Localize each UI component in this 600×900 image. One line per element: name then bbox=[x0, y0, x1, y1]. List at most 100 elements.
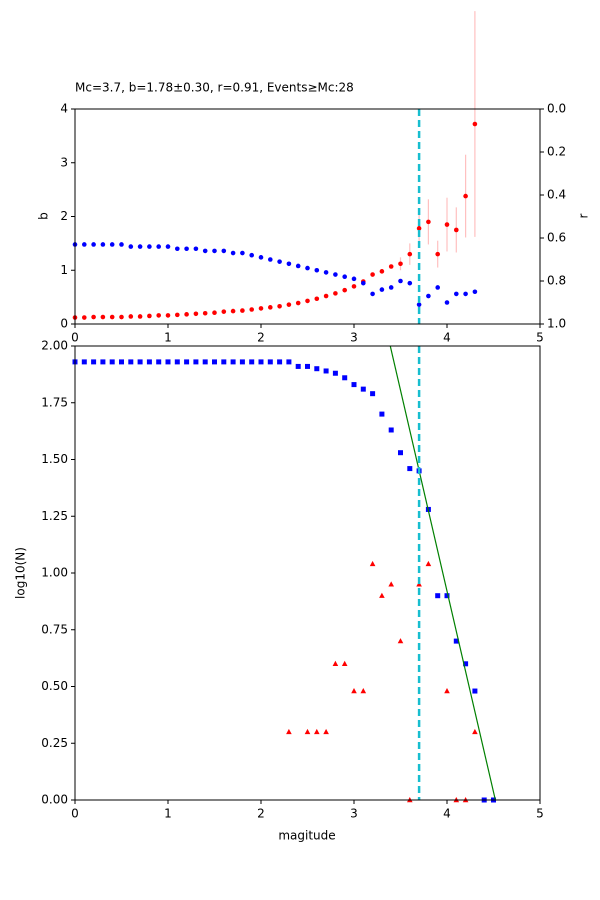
point bbox=[137, 244, 143, 249]
point bbox=[240, 308, 245, 313]
point bbox=[370, 272, 375, 277]
point bbox=[212, 359, 217, 365]
point bbox=[407, 251, 413, 257]
point bbox=[128, 244, 134, 249]
point bbox=[360, 688, 367, 694]
point bbox=[240, 250, 245, 256]
y-tick-label: 3 bbox=[60, 155, 68, 169]
x-tick-label: 3 bbox=[350, 807, 358, 821]
point bbox=[454, 227, 459, 233]
point bbox=[360, 386, 366, 392]
point bbox=[444, 688, 450, 694]
point bbox=[221, 309, 227, 314]
point bbox=[388, 285, 394, 290]
point bbox=[286, 359, 292, 365]
y2-tick-label: 0.6 bbox=[547, 231, 566, 245]
point bbox=[379, 592, 385, 598]
point bbox=[212, 248, 217, 254]
point bbox=[81, 359, 87, 365]
point bbox=[137, 359, 143, 365]
point bbox=[146, 359, 152, 365]
point bbox=[444, 222, 450, 227]
chart-title: Mc=3.7, b=1.78±0.30, r=0.91, Events≥Mc:2… bbox=[75, 81, 354, 95]
point bbox=[221, 359, 227, 365]
y2-tick-label: 0.4 bbox=[547, 188, 566, 202]
y-tick-label: 1.25 bbox=[41, 509, 68, 523]
point bbox=[314, 728, 320, 735]
point bbox=[444, 593, 450, 599]
point bbox=[453, 638, 459, 644]
point bbox=[119, 314, 124, 320]
point bbox=[202, 359, 208, 365]
point bbox=[351, 276, 357, 282]
point bbox=[91, 359, 97, 365]
point bbox=[100, 242, 106, 247]
point bbox=[323, 728, 329, 735]
point bbox=[472, 688, 478, 694]
y-tick-label: 1.50 bbox=[41, 452, 68, 466]
point bbox=[119, 359, 124, 365]
point bbox=[351, 688, 357, 694]
point bbox=[82, 315, 87, 320]
plot-area bbox=[75, 109, 540, 324]
point bbox=[221, 248, 227, 254]
fit-line bbox=[389, 345, 496, 801]
point bbox=[249, 252, 254, 258]
point bbox=[454, 291, 459, 297]
point bbox=[361, 280, 366, 286]
point bbox=[305, 298, 310, 304]
point bbox=[202, 310, 208, 316]
point bbox=[156, 244, 161, 249]
point bbox=[286, 261, 292, 267]
point bbox=[249, 359, 255, 365]
point bbox=[398, 450, 403, 456]
point bbox=[267, 359, 273, 365]
point bbox=[463, 661, 469, 667]
point bbox=[416, 302, 422, 307]
point bbox=[109, 314, 115, 320]
point bbox=[342, 375, 348, 381]
point bbox=[249, 307, 254, 312]
y-tick-label: 0.50 bbox=[41, 679, 68, 693]
point bbox=[230, 308, 236, 314]
point bbox=[472, 121, 478, 127]
point bbox=[230, 359, 236, 365]
point bbox=[407, 280, 413, 286]
point bbox=[379, 269, 385, 274]
point bbox=[397, 638, 404, 644]
point bbox=[388, 264, 394, 269]
point bbox=[128, 314, 134, 319]
y2-tick-label: 0.8 bbox=[547, 274, 566, 288]
point bbox=[258, 306, 264, 311]
point bbox=[305, 363, 310, 369]
x-tick-label: 1 bbox=[164, 807, 172, 821]
point bbox=[463, 193, 468, 199]
x-tick-label: 3 bbox=[350, 331, 358, 345]
point bbox=[202, 248, 208, 254]
point bbox=[165, 359, 171, 365]
point bbox=[305, 265, 310, 271]
y-tick-label: 1 bbox=[60, 263, 68, 277]
point bbox=[379, 411, 385, 417]
point bbox=[314, 366, 320, 372]
y-tick-label: 4 bbox=[60, 102, 68, 116]
point bbox=[109, 242, 115, 247]
point bbox=[174, 359, 180, 365]
point bbox=[193, 246, 199, 252]
point bbox=[407, 466, 413, 472]
y-axis-label: log10(N) bbox=[14, 547, 28, 599]
y-tick-label: 1.00 bbox=[41, 566, 68, 580]
y-tick-label: 0.25 bbox=[41, 736, 68, 750]
y-tick-label: 1.75 bbox=[41, 395, 68, 409]
point bbox=[379, 287, 385, 292]
point bbox=[369, 560, 376, 567]
point bbox=[258, 359, 264, 365]
point bbox=[398, 278, 403, 284]
y2-tick-label: 1.0 bbox=[547, 317, 566, 331]
point bbox=[175, 246, 180, 252]
y-tick-label: 0 bbox=[60, 317, 68, 331]
point bbox=[128, 359, 134, 365]
point bbox=[184, 359, 190, 365]
